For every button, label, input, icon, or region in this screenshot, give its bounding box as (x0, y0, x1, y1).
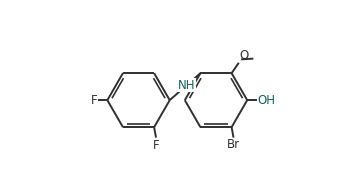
Text: F: F (91, 94, 97, 107)
Text: F: F (153, 139, 159, 152)
Text: O: O (239, 49, 248, 62)
Text: Br: Br (227, 138, 240, 151)
Text: OH: OH (257, 94, 275, 107)
Text: NH: NH (178, 79, 195, 92)
